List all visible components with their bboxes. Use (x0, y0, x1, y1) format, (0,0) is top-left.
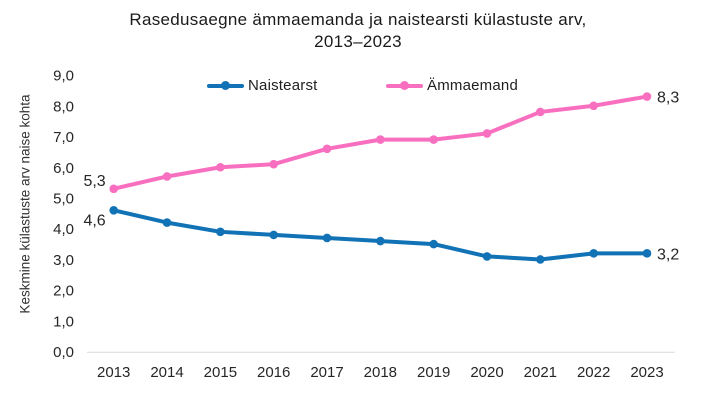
y-tick-label: 3,0 (53, 252, 74, 269)
data-point-ämmaemand-2015 (216, 162, 225, 172)
x-tick-label: 2016 (257, 364, 290, 381)
legend-item-naistearst: Naistearst (207, 77, 318, 94)
data-point-ämmaemand-2013 (109, 184, 118, 194)
y-tick-label: 7,0 (53, 129, 74, 146)
point-label-5,3: 5,3 (83, 173, 105, 190)
data-point-naistearst-2013 (109, 205, 118, 215)
data-point-ämmaemand-2019 (429, 135, 438, 144)
data-point-naistearst-2021 (536, 255, 545, 264)
legend-dot (400, 81, 409, 90)
chart-title: Rasedusaegne ämmaemanda ja naistearsti k… (129, 10, 587, 51)
data-point-ämmaemand-2023 (642, 92, 652, 101)
y-tick-label: 4,0 (53, 221, 74, 238)
y-tick-label: 0,0 (53, 344, 74, 361)
series-line-naistearst (111, 208, 649, 262)
data-point-ämmaemand-2016 (269, 159, 278, 169)
line-marker-icon (386, 81, 423, 91)
legend-label-naistearst: Naistearst (248, 77, 318, 94)
data-point-naistearst-2022 (589, 249, 598, 258)
x-tick-label: 2020 (470, 364, 503, 381)
data-point-ämmaemand-2022 (589, 101, 598, 111)
data-point-ämmaemand-2020 (482, 129, 492, 138)
x-tick-label: 2013 (97, 364, 130, 381)
x-tick-label: 2022 (577, 364, 610, 381)
y-tick-label: 6,0 (53, 160, 74, 177)
legend: Naistearst Ämmaemand (0, 77, 716, 94)
x-tick-label: 2015 (204, 364, 237, 381)
data-point-naistearst-2023 (642, 249, 652, 258)
y-tick-label: 9,0 (53, 68, 74, 85)
point-label-3,2: 3,2 (657, 246, 679, 263)
point-label-8,3: 8,3 (657, 90, 679, 107)
data-point-naistearst-2016 (269, 230, 278, 240)
y-tick-label: 5,0 (53, 191, 74, 208)
x-tick-label: 2018 (364, 364, 397, 381)
legend-label-ammaemand: Ämmaemand (427, 77, 519, 94)
y-tick-label: 8,0 (53, 98, 74, 115)
x-tick-label: 2014 (150, 364, 183, 381)
data-point-ämmaemand-2018 (376, 135, 385, 144)
data-point-naistearst-2017 (322, 233, 332, 243)
data-point-naistearst-2020 (482, 252, 492, 261)
data-point-ämmaemand-2021 (536, 107, 545, 117)
legend-dot (221, 81, 230, 90)
data-point-naistearst-2014 (162, 218, 172, 227)
y-tick-label: 2,0 (53, 283, 74, 300)
x-tick-label: 2019 (417, 364, 450, 381)
data-point-ämmaemand-2014 (162, 172, 172, 181)
x-tick-label: 2023 (630, 364, 663, 381)
data-point-naistearst-2019 (429, 239, 438, 249)
y-tick-label: 1,0 (53, 313, 74, 330)
x-tick-label: 2017 (310, 364, 343, 381)
legend-item-ammaemand: Ämmaemand (386, 77, 518, 94)
point-label-4,6: 4,6 (83, 212, 105, 229)
x-tick-label: 2021 (524, 364, 557, 381)
data-point-naistearst-2018 (376, 236, 385, 246)
data-point-ämmaemand-2017 (322, 144, 332, 154)
data-point-naistearst-2015 (216, 227, 225, 237)
line-marker-icon (207, 81, 244, 91)
